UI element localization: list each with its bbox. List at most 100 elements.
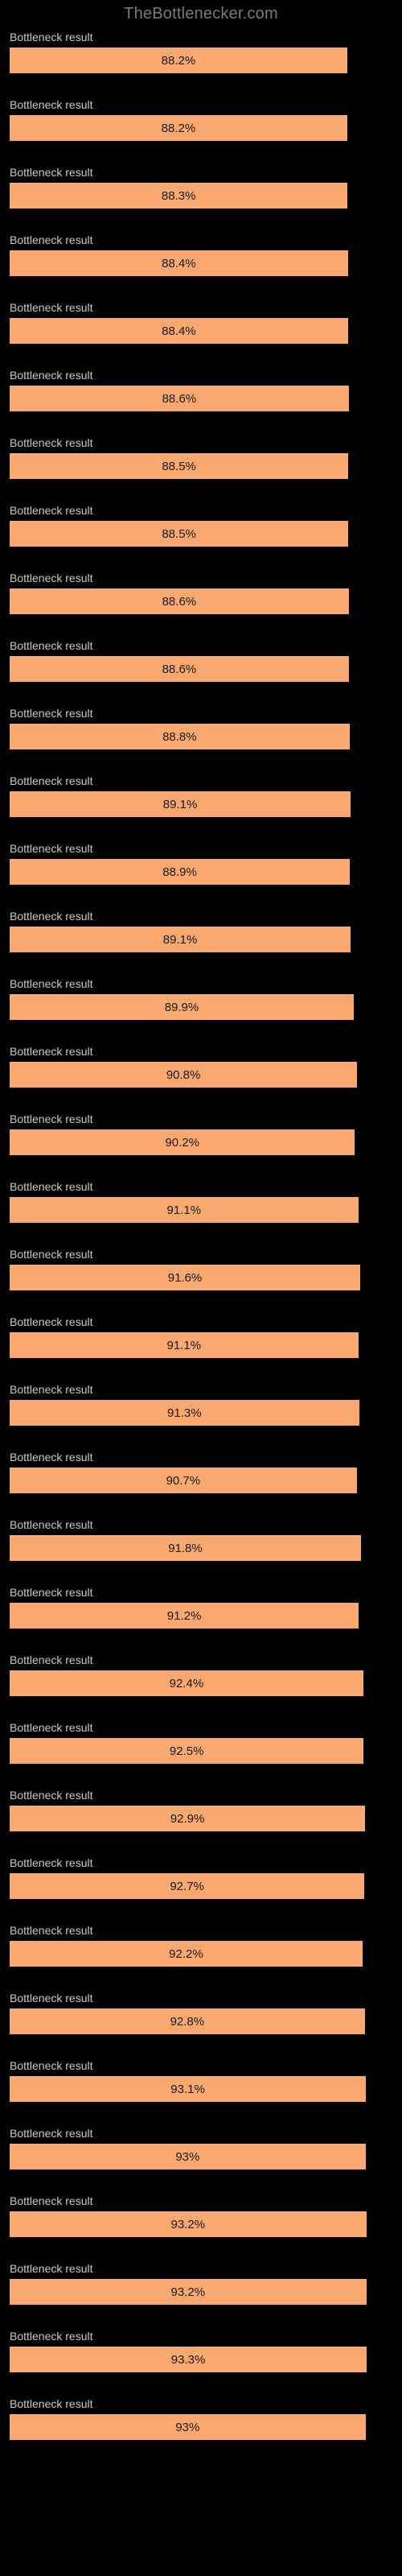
chart-row: Bottleneck result 89.9% bbox=[10, 978, 392, 1020]
bar-fill: 90.8% bbox=[10, 1062, 357, 1088]
chart-row: Bottleneck result93.2% bbox=[10, 2263, 392, 2305]
row-label: Bottleneck result bbox=[10, 437, 392, 448]
bar-value: 93% bbox=[175, 2421, 199, 2434]
bar-fill: 88.4% bbox=[10, 250, 348, 276]
bar-track: 91.8% bbox=[10, 1535, 392, 1561]
bar-value: 88.4% bbox=[162, 257, 196, 270]
bar-value: 92.4% bbox=[170, 1677, 204, 1690]
bar-value: 88.6% bbox=[162, 392, 197, 406]
bar-value: 93.3% bbox=[171, 2353, 206, 2367]
bar-fill: 93% bbox=[10, 2414, 366, 2440]
bar-track: 91.1% bbox=[10, 1197, 392, 1223]
bar-value: 92.9% bbox=[170, 1812, 205, 1826]
chart-row: Bottleneck result92.8% bbox=[10, 1992, 392, 2034]
chart-row: Bottleneck result 91.1% bbox=[10, 1181, 392, 1223]
row-label: Bottleneck result bbox=[10, 843, 392, 854]
row-label: Bottleneck result bbox=[10, 234, 392, 246]
bar-value: 91.3% bbox=[167, 1406, 202, 1420]
row-label: Bottleneck result bbox=[10, 1316, 392, 1327]
chart-row: Bottleneck result 88.3% bbox=[10, 167, 392, 208]
chart-row: Bottleneck result92.7% bbox=[10, 1857, 392, 1899]
bar-track: 89.1% bbox=[10, 791, 392, 817]
bar-value: 91.1% bbox=[167, 1203, 202, 1217]
row-label: Bottleneck result bbox=[10, 978, 392, 989]
row-label: Bottleneck result bbox=[10, 2398, 392, 2409]
row-label: Bottleneck result bbox=[10, 99, 392, 110]
chart-row: Bottleneck result 88.2% bbox=[10, 99, 392, 141]
bar-fill: 88.2% bbox=[10, 115, 347, 141]
bar-value: 90.2% bbox=[165, 1136, 199, 1150]
chart-container: TheBottlenecker.com Bottleneck result88.… bbox=[0, 0, 402, 2475]
bar-fill: 88.9% bbox=[10, 859, 350, 885]
row-label: Bottleneck result bbox=[10, 505, 392, 516]
row-label: Bottleneck result bbox=[10, 1790, 392, 1801]
chart-row: Bottleneck result93.2% bbox=[10, 2195, 392, 2237]
chart-row: Bottleneck result90.2% bbox=[10, 1113, 392, 1155]
bar-value: 91.8% bbox=[168, 1542, 203, 1555]
bar-value: 89.1% bbox=[163, 933, 198, 947]
row-label: Bottleneck result bbox=[10, 1249, 392, 1260]
row-label: Bottleneck result bbox=[10, 1181, 392, 1192]
bar-track: 88.3% bbox=[10, 183, 392, 208]
chart-row: Bottleneck result90.7% bbox=[10, 1451, 392, 1493]
bar-value: 91.1% bbox=[167, 1339, 202, 1352]
bar-track: 88.9% bbox=[10, 859, 392, 885]
bar-value: 92.5% bbox=[170, 1744, 204, 1758]
row-label: Bottleneck result bbox=[10, 708, 392, 719]
bar-fill: 91.1% bbox=[10, 1197, 359, 1223]
bar-track: 89.1% bbox=[10, 927, 392, 952]
bar-track: 88.5% bbox=[10, 521, 392, 547]
row-label: Bottleneck result bbox=[10, 910, 392, 922]
row-label: Bottleneck result bbox=[10, 167, 392, 178]
bar-track: 88.4% bbox=[10, 318, 392, 344]
bar-track: 88.6% bbox=[10, 588, 392, 614]
chart-row: Bottleneck result92.2% bbox=[10, 1925, 392, 1967]
bar-value: 88.3% bbox=[162, 189, 196, 203]
bar-track: 90.8% bbox=[10, 1062, 392, 1088]
bar-value: 88.5% bbox=[162, 460, 196, 473]
bar-track: 91.1% bbox=[10, 1332, 392, 1358]
chart-row: Bottleneck result 92.9% bbox=[10, 1790, 392, 1831]
bar-fill: 92.5% bbox=[10, 1738, 363, 1764]
bar-value: 93.1% bbox=[170, 2083, 205, 2096]
row-label: Bottleneck result bbox=[10, 1857, 392, 1868]
bar-value: 90.7% bbox=[166, 1474, 201, 1488]
bar-value: 88.2% bbox=[162, 122, 196, 135]
bar-value: 92.8% bbox=[170, 2015, 205, 2029]
bar-track: 93% bbox=[10, 2414, 392, 2440]
row-label: Bottleneck result bbox=[10, 572, 392, 584]
row-label: Bottleneck result bbox=[10, 302, 392, 313]
chart-row: Bottleneck result 88.4% bbox=[10, 234, 392, 276]
bar-fill: 88.8% bbox=[10, 724, 350, 749]
bar-value: 92.2% bbox=[169, 1947, 203, 1961]
chart-row: Bottleneck result 91.1% bbox=[10, 1316, 392, 1358]
bar-track: 93.2% bbox=[10, 2211, 392, 2237]
bar-track: 91.3% bbox=[10, 1400, 392, 1426]
bar-track: 92.5% bbox=[10, 1738, 392, 1764]
chart-row: Bottleneck result 88.8% bbox=[10, 708, 392, 749]
chart-row: Bottleneck result 91.3% bbox=[10, 1384, 392, 1426]
chart-row: Bottleneck result 89.1% bbox=[10, 910, 392, 952]
bar-fill: 88.6% bbox=[10, 386, 349, 411]
chart-row: Bottleneck result88.2% bbox=[10, 31, 392, 73]
bar-track: 88.5% bbox=[10, 453, 392, 479]
bar-track: 93.1% bbox=[10, 2076, 392, 2102]
row-label: Bottleneck result bbox=[10, 1519, 392, 1530]
bar-fill: 93.3% bbox=[10, 2347, 367, 2372]
row-label: Bottleneck result bbox=[10, 1384, 392, 1395]
bar-fill: 88.3% bbox=[10, 183, 347, 208]
chart-row: Bottleneck result90.8% bbox=[10, 1046, 392, 1088]
bar-fill: 91.6% bbox=[10, 1265, 360, 1290]
row-label: Bottleneck result bbox=[10, 640, 392, 651]
bar-value: 89.9% bbox=[165, 1001, 199, 1014]
bar-track: 92.8% bbox=[10, 2008, 392, 2034]
bar-fill: 88.5% bbox=[10, 453, 348, 479]
bar-value: 88.6% bbox=[162, 595, 197, 609]
chart-row: Bottleneck result91.2% bbox=[10, 1587, 392, 1629]
bar-track: 90.7% bbox=[10, 1468, 392, 1493]
row-label: Bottleneck result bbox=[10, 2263, 392, 2274]
chart-row: Bottleneck result93.1% bbox=[10, 2060, 392, 2102]
row-label: Bottleneck result bbox=[10, 1654, 392, 1666]
bar-fill: 90.7% bbox=[10, 1468, 357, 1493]
chart-row: Bottleneck result 88.5% bbox=[10, 505, 392, 547]
